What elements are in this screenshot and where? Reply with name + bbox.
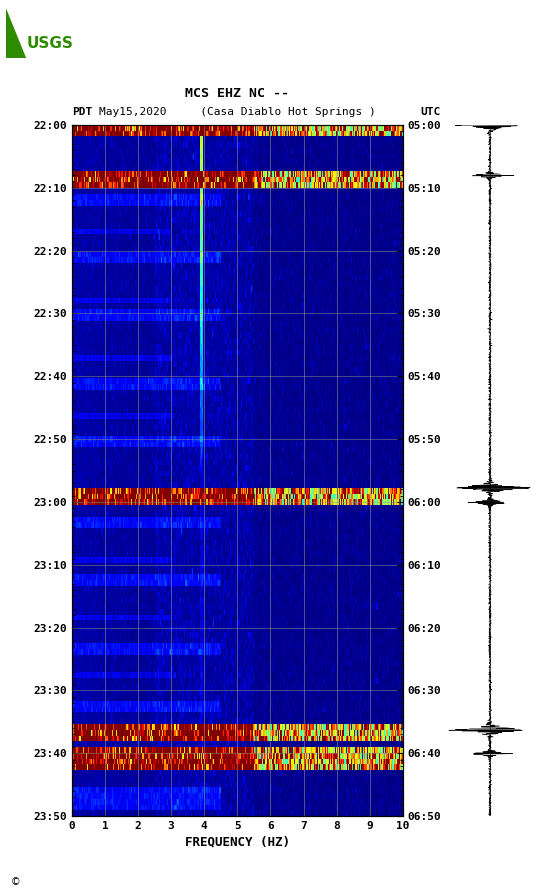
Polygon shape — [6, 9, 25, 58]
X-axis label: FREQUENCY (HZ): FREQUENCY (HZ) — [185, 835, 290, 848]
Text: PDT: PDT — [72, 107, 92, 118]
Text: USGS: USGS — [26, 36, 73, 51]
Text: May15,2020     (Casa Diablo Hot Springs ): May15,2020 (Casa Diablo Hot Springs ) — [99, 107, 376, 118]
Text: MCS EHZ NC --: MCS EHZ NC -- — [185, 87, 289, 100]
Text: ©: © — [11, 877, 21, 887]
Text: UTC: UTC — [421, 107, 440, 118]
